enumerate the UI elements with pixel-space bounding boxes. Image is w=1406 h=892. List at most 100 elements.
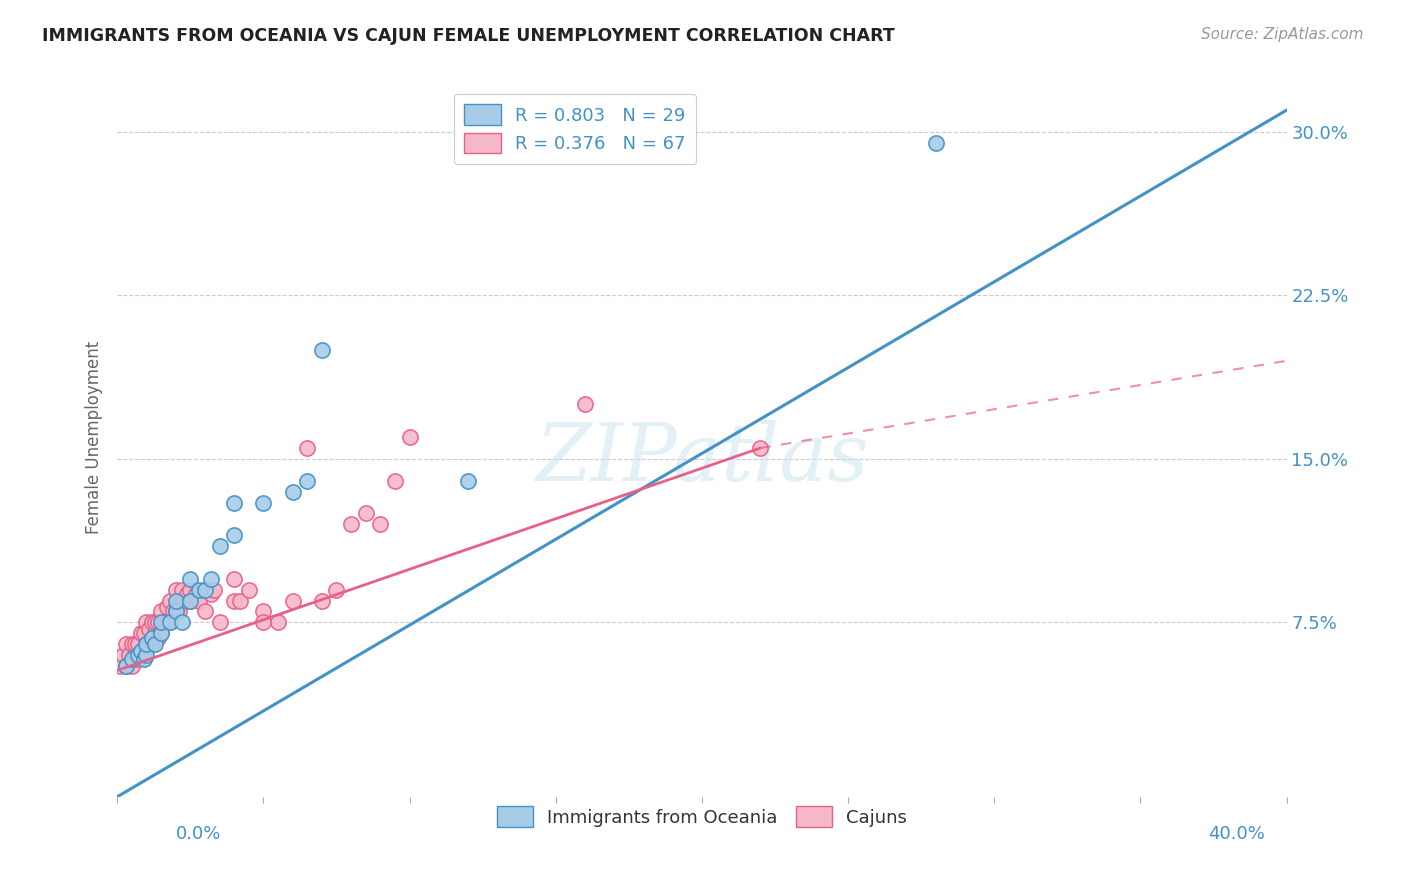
Point bbox=[159, 615, 181, 630]
Point bbox=[115, 659, 138, 673]
Point bbox=[229, 593, 252, 607]
Point bbox=[252, 615, 274, 630]
Point bbox=[457, 474, 479, 488]
Point bbox=[170, 593, 193, 607]
Legend: Immigrants from Oceania, Cajuns: Immigrants from Oceania, Cajuns bbox=[489, 799, 914, 835]
Point bbox=[141, 631, 163, 645]
Point bbox=[162, 605, 184, 619]
Point bbox=[146, 631, 169, 645]
Point bbox=[179, 572, 201, 586]
Point bbox=[208, 539, 231, 553]
Y-axis label: Female Unemployment: Female Unemployment bbox=[86, 341, 103, 533]
Point bbox=[138, 622, 160, 636]
Point bbox=[281, 484, 304, 499]
Point bbox=[132, 652, 155, 666]
Point bbox=[311, 593, 333, 607]
Point bbox=[129, 644, 152, 658]
Point bbox=[150, 605, 173, 619]
Point bbox=[135, 615, 157, 630]
Point bbox=[121, 659, 143, 673]
Point bbox=[200, 572, 222, 586]
Point bbox=[135, 637, 157, 651]
Point bbox=[252, 495, 274, 509]
Point bbox=[267, 615, 290, 630]
Point bbox=[135, 637, 157, 651]
Point bbox=[188, 582, 211, 597]
Point bbox=[167, 605, 190, 619]
Point bbox=[224, 572, 246, 586]
Point bbox=[354, 507, 377, 521]
Point bbox=[121, 652, 143, 666]
Point bbox=[159, 615, 181, 630]
Point bbox=[252, 605, 274, 619]
Point bbox=[311, 343, 333, 357]
Point bbox=[224, 528, 246, 542]
Point bbox=[132, 626, 155, 640]
Point bbox=[170, 582, 193, 597]
Point bbox=[224, 495, 246, 509]
Point bbox=[184, 587, 207, 601]
Point bbox=[238, 582, 260, 597]
Point bbox=[202, 582, 225, 597]
Point bbox=[179, 593, 201, 607]
Point bbox=[170, 615, 193, 630]
Point bbox=[224, 593, 246, 607]
Point bbox=[132, 648, 155, 662]
Point bbox=[179, 582, 201, 597]
Point bbox=[156, 615, 179, 630]
Point bbox=[176, 587, 198, 601]
Point bbox=[208, 615, 231, 630]
Point bbox=[384, 474, 406, 488]
Point bbox=[127, 652, 149, 666]
Point bbox=[115, 637, 138, 651]
Point bbox=[165, 605, 187, 619]
Text: 40.0%: 40.0% bbox=[1209, 825, 1265, 843]
Point bbox=[179, 593, 201, 607]
Point bbox=[135, 648, 157, 662]
Point bbox=[368, 517, 391, 532]
Text: Source: ZipAtlas.com: Source: ZipAtlas.com bbox=[1201, 27, 1364, 42]
Point bbox=[129, 648, 152, 662]
Point bbox=[146, 615, 169, 630]
Point bbox=[143, 626, 166, 640]
Point bbox=[925, 136, 948, 150]
Point bbox=[156, 600, 179, 615]
Point bbox=[143, 637, 166, 651]
Point bbox=[165, 582, 187, 597]
Point bbox=[194, 605, 217, 619]
Point bbox=[141, 615, 163, 630]
Point bbox=[574, 397, 596, 411]
Point bbox=[188, 593, 211, 607]
Point bbox=[325, 582, 347, 597]
Point bbox=[173, 593, 195, 607]
Point bbox=[194, 582, 217, 597]
Text: ZIPatlas: ZIPatlas bbox=[536, 420, 869, 498]
Point bbox=[297, 474, 319, 488]
Point bbox=[200, 587, 222, 601]
Point bbox=[340, 517, 363, 532]
Point bbox=[153, 615, 176, 630]
Point bbox=[141, 637, 163, 651]
Point bbox=[108, 659, 131, 673]
Point bbox=[281, 593, 304, 607]
Point bbox=[398, 430, 420, 444]
Point bbox=[127, 648, 149, 662]
Point bbox=[129, 626, 152, 640]
Point bbox=[124, 648, 146, 662]
Point bbox=[143, 615, 166, 630]
Point bbox=[749, 441, 772, 455]
Point bbox=[138, 637, 160, 651]
Point bbox=[297, 441, 319, 455]
Point bbox=[124, 637, 146, 651]
Text: IMMIGRANTS FROM OCEANIA VS CAJUN FEMALE UNEMPLOYMENT CORRELATION CHART: IMMIGRANTS FROM OCEANIA VS CAJUN FEMALE … bbox=[42, 27, 896, 45]
Point bbox=[165, 593, 187, 607]
Point bbox=[150, 626, 173, 640]
Point bbox=[121, 637, 143, 651]
Point bbox=[159, 593, 181, 607]
Point bbox=[127, 637, 149, 651]
Point bbox=[112, 648, 135, 662]
Point bbox=[194, 582, 217, 597]
Point bbox=[165, 605, 187, 619]
Point bbox=[115, 659, 138, 673]
Point bbox=[150, 615, 173, 630]
